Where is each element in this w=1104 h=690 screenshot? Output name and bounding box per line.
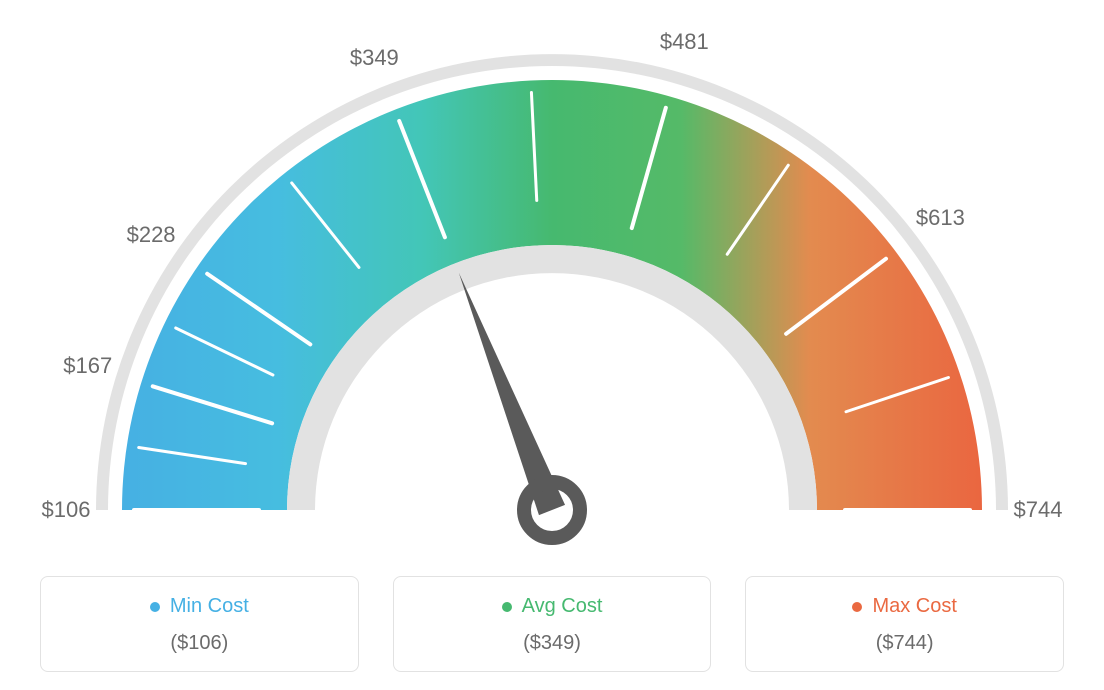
gauge-svg: [0, 0, 1104, 560]
legend-label-avg: Avg Cost: [522, 595, 603, 618]
gauge-area: $106 $167 $228 $349 $481 $613 $744: [0, 0, 1104, 560]
legend-label-max: Max Cost: [872, 595, 956, 618]
legend-card-max: Max Cost ($744): [745, 576, 1064, 672]
gauge-tick-label: $167: [63, 353, 112, 379]
legend-value-avg: ($349): [404, 632, 701, 655]
legend-value-max: ($744): [756, 632, 1053, 655]
legend-title-max: Max Cost: [852, 595, 956, 618]
legend-dot-max: [852, 602, 862, 612]
legend-card-avg: Avg Cost ($349): [393, 576, 712, 672]
legend-title-min: Min Cost: [150, 595, 249, 618]
legend-title-avg: Avg Cost: [502, 595, 603, 618]
gauge-tick-label: $349: [350, 45, 399, 71]
cost-gauge-widget: $106 $167 $228 $349 $481 $613 $744 Min Cost ($…: [0, 0, 1104, 690]
gauge-tick-label: $744: [1014, 497, 1063, 523]
legend-dot-min: [150, 602, 160, 612]
gauge-tick-label: $106: [42, 497, 91, 523]
gauge-tick-label: $613: [916, 205, 965, 231]
legend-card-min: Min Cost ($106): [40, 576, 359, 672]
legend-label-min: Min Cost: [170, 595, 249, 618]
legend-dot-avg: [502, 602, 512, 612]
legend-row: Min Cost ($106) Avg Cost ($349) Max Cost…: [0, 576, 1104, 672]
gauge-tick-label: $481: [660, 29, 709, 55]
gauge-tick-label: $228: [127, 222, 176, 248]
legend-value-min: ($106): [51, 632, 348, 655]
